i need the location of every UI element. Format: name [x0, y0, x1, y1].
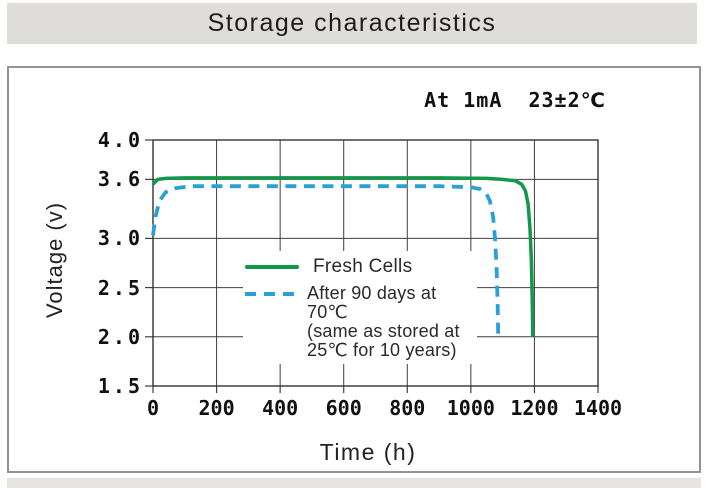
series-curve-1	[151, 184, 501, 337]
y-tick-label: 3.6	[97, 167, 143, 192]
x-tick-label: 200	[198, 396, 235, 420]
legend-row-fresh: Fresh Cells	[245, 253, 477, 281]
legend-row-aged: After 90 days at 70℃ (same as stored at …	[245, 284, 477, 360]
y-tick-label: 2.0	[97, 324, 143, 349]
x-tick-label: 0	[146, 396, 160, 420]
legend-label-aged: After 90 days at 70℃ (same as stored at …	[307, 284, 477, 360]
legend: Fresh Cells After 90 days at 70℃ (same a…	[243, 251, 477, 364]
legend-label-aged-line3: 25℃ for 10 years)	[307, 340, 457, 360]
x-tick-label: 1200	[510, 396, 559, 420]
fresh-cells-line-sample	[245, 265, 299, 269]
legend-label-aged-line2: (same as stored at	[307, 321, 460, 341]
title-banner: Storage characteristics	[7, 3, 697, 44]
x-axis-title: Time (h)	[319, 439, 417, 465]
test-conditions-label: At 1mA 23±2℃	[424, 88, 606, 112]
x-tick-label: 1400	[573, 396, 623, 420]
chart-title: Storage characteristics	[207, 9, 497, 37]
x-tick-label: 600	[325, 396, 362, 420]
y-tick-label: 1.5	[97, 374, 143, 398]
plot-frame	[152, 139, 599, 387]
y-tick-label: 2.5	[97, 275, 143, 300]
chart-panel: At 1mA 23±2℃ Voltage (v) Time (h) Fresh …	[7, 66, 701, 473]
series-curve-0	[151, 176, 535, 337]
y-tick-label: 3.0	[97, 226, 143, 251]
legend-label-fresh: Fresh Cells	[313, 256, 413, 277]
x-tick-label: 400	[262, 396, 299, 420]
x-tick-label: 1000	[446, 396, 495, 420]
y-tick-label: 4.0	[97, 128, 143, 152]
x-tick-label: 800	[389, 396, 426, 420]
legend-label-aged-line1: After 90 days at 70℃	[307, 283, 437, 322]
y-axis-title: Voltage (v)	[42, 201, 67, 319]
page-bottom-strip	[7, 478, 701, 488]
aged-cells-line-sample	[245, 292, 297, 296]
